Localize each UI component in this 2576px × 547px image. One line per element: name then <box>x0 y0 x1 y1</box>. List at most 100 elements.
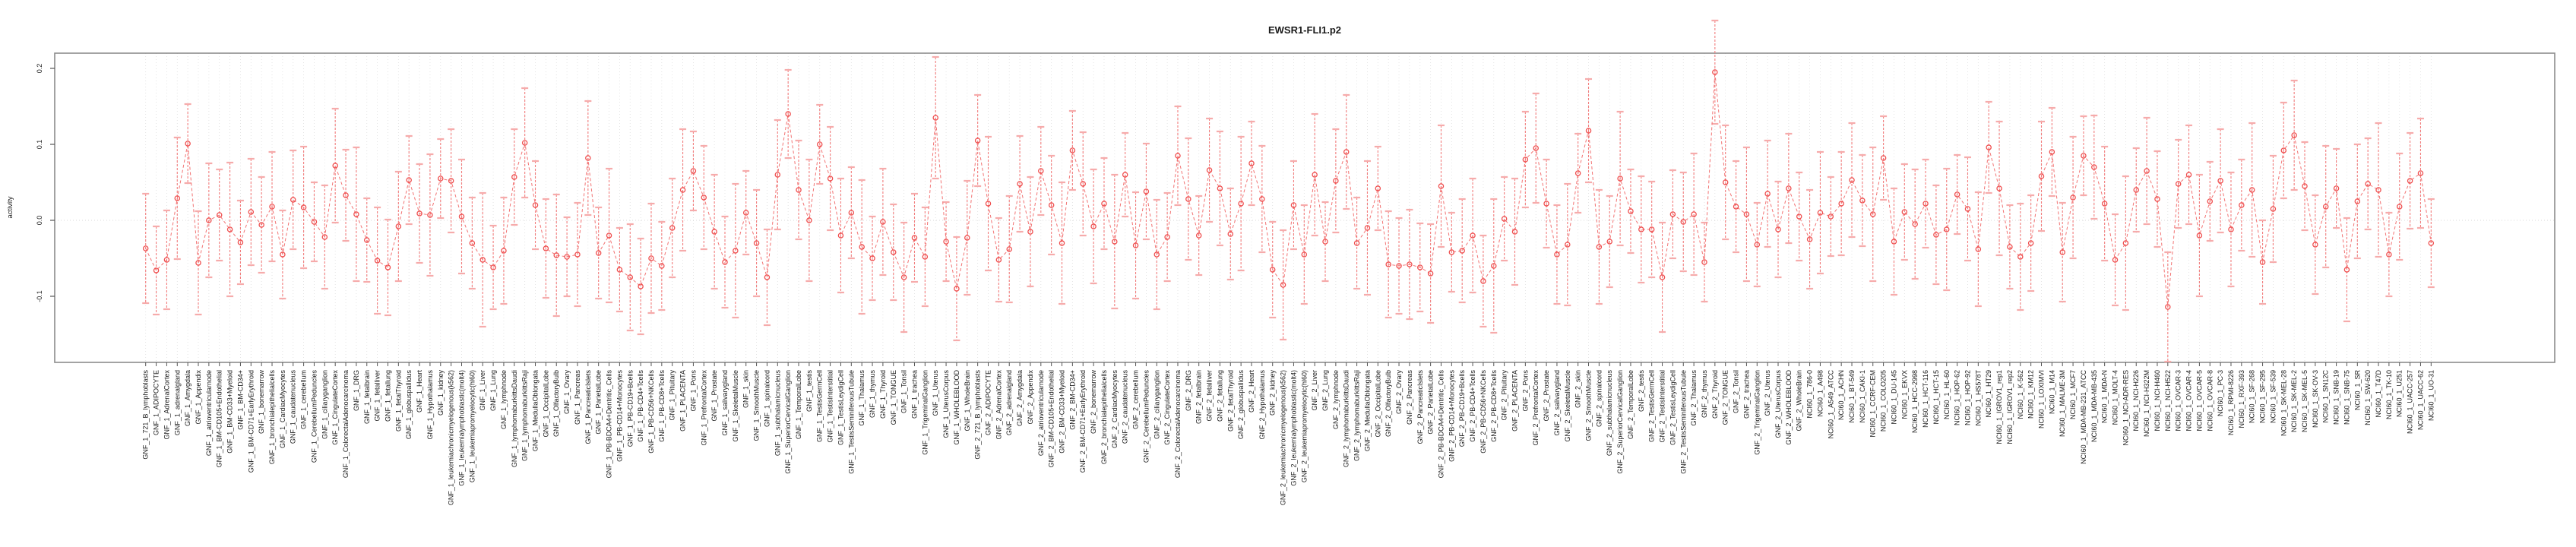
x-tick-label: GNF_2_adrenalgland <box>1005 370 1013 435</box>
data-point <box>922 254 929 260</box>
data-point <box>1122 172 1128 178</box>
x-tick-label: NCI60_1_SK-MEL-28 <box>2280 370 2287 436</box>
x-tick-label: NCI60_1_DU-145 <box>1890 370 1897 425</box>
data-point <box>701 194 707 201</box>
x-tick-label: GNF_1_OccipitalLobe <box>542 370 549 438</box>
x-tick-label: GNF_2_Heart <box>1248 370 1255 413</box>
x-tick-label: GNF_2_kidney <box>1269 370 1277 416</box>
data-point <box>1964 206 1971 212</box>
data-point <box>1585 128 1592 134</box>
x-tick-label: GNF_1_TemporalLobe <box>795 370 802 439</box>
data-point <box>1195 232 1202 239</box>
data-point <box>2417 170 2424 176</box>
x-tick-label: GNF_2_CingulateCortex <box>1163 370 1171 445</box>
data-point <box>248 209 255 215</box>
x-tick-label: GNF_2_fetalliver <box>1206 370 1214 422</box>
x-tick-label: NCI60_1_RPMI-8226 <box>2227 370 2235 435</box>
x-tick-label: GNF_2_DRG <box>1185 370 1192 411</box>
x-tick-label: NCI60_1_EKVX <box>1900 370 1908 419</box>
data-point <box>532 202 539 208</box>
data-point <box>2228 226 2234 232</box>
x-tick-label: NCI60_1_PC-3 <box>2217 370 2224 416</box>
x-tick-label: GNF_2_TestisSeminiferousTubule <box>1679 370 1687 474</box>
data-point <box>954 286 960 292</box>
data-point <box>153 267 160 274</box>
data-point <box>753 240 760 246</box>
data-point <box>733 248 739 254</box>
x-tick-label: NCI60_1_786-0 <box>1806 370 1814 419</box>
data-point <box>1417 264 1423 270</box>
data-point <box>1743 211 1750 217</box>
x-tick-label: GNF_2_Liver <box>1311 370 1318 411</box>
x-tick-label: GNF_2_PB-CD4+Tcells <box>1469 370 1476 442</box>
data-point <box>438 175 444 182</box>
data-point <box>2343 267 2350 273</box>
x-tick-label: GNF_2_leukemiachronicmyelogenous(k562) <box>1280 370 1287 505</box>
x-tick-label: GNF_2_Thalamus <box>1690 370 1698 426</box>
data-point <box>2185 172 2192 178</box>
data-point <box>1869 211 1876 217</box>
x-tick-label: GNF_1_Amygdala <box>184 370 191 426</box>
data-point <box>1206 167 1213 173</box>
x-tick-label: NCI60_1_COLO205 <box>1880 370 1888 432</box>
x-tick-label: GNF_1_Pons <box>689 370 697 412</box>
data-point <box>374 258 381 264</box>
x-tick-label: GNF_2_Pituitary <box>1501 370 1508 421</box>
plot-frame-border <box>54 52 2555 363</box>
x-tick-label: GNF_1_BM-CD105+Endothelial <box>216 370 223 467</box>
x-tick-label: NCI60_1_NCI-ADR-RES <box>2122 370 2129 446</box>
x-tick-label: GNF_2_bonemarrow <box>1090 370 1097 435</box>
x-tick-label: GNF_2_ParietalLobe <box>1427 370 1435 435</box>
axes: GNF_1_721_B_lymphoblasts GNF_1_ADIPOCYTE G… <box>36 64 2435 505</box>
x-tick-label: NCI60_1_SK-OV-3 <box>2312 370 2319 428</box>
data-point <box>574 251 581 258</box>
x-tick-label: GNF_1_PB-CD19+Bcells <box>626 370 634 447</box>
x-tick-label: GNF_2_cerebellum <box>1132 370 1140 429</box>
data-point <box>1533 145 1539 151</box>
data-point <box>174 195 181 201</box>
y-tick-label: -0.1 <box>36 290 43 302</box>
x-tick-label: GNF_1_Liver <box>479 370 486 411</box>
data-point <box>1301 251 1308 258</box>
x-tick-label: GNF_2_salivarygland <box>1553 370 1561 436</box>
data-point <box>406 177 412 183</box>
x-tick-label: NCI60_1_OVCAR-3 <box>2175 370 2182 432</box>
x-tick-label: NCI60_1_SF-295 <box>2259 370 2267 423</box>
x-tick-label: GNF_2_Pons <box>1521 370 1529 412</box>
data-point <box>364 237 370 243</box>
data-point <box>1628 208 1634 214</box>
data-point <box>1944 226 1950 232</box>
x-tick-label: GNF_1_Prostate <box>710 370 718 422</box>
x-tick-label: NCI60_1_NCI-H226 <box>2132 370 2140 432</box>
data-point <box>1722 179 1729 185</box>
x-tick-label: GNF_1_TestisGermCell <box>816 370 824 442</box>
x-tick-label: GNF_1_TrigeminalGanglion <box>921 370 929 455</box>
data-point <box>1701 259 1707 265</box>
data-point <box>1522 157 1529 163</box>
x-tick-label: NCI60_1_BT-549 <box>1848 370 1856 423</box>
data-point <box>1923 201 1929 207</box>
data-point <box>427 212 433 218</box>
data-point <box>711 229 717 235</box>
data-point <box>395 223 402 229</box>
x-tick-label: GNF_2_TONGUE <box>1722 370 1729 425</box>
x-tick-label: GNF_1_Ovary <box>563 370 571 415</box>
data-point <box>1838 201 1844 207</box>
x-tick-label: GNF_2_Pancreas <box>1406 370 1413 425</box>
x-tick-label: NCI60_1_SN12C <box>2322 370 2330 423</box>
x-tick-label: GNF_1_Lung <box>489 370 497 411</box>
x-tick-label: GNF_2_lymphomaburkittsDaudi <box>1343 370 1350 467</box>
data-point <box>1596 244 1603 250</box>
data-point <box>1796 213 1802 220</box>
data-point <box>195 260 201 266</box>
chart-title: EWSR1-FLI1.p2 <box>1268 24 1341 36</box>
x-tick-label: GNF_1_thymus <box>869 370 876 419</box>
x-tick-label: GNF_1_Thyroid <box>879 370 887 419</box>
x-tick-label: GNF_1_caudatenucleus <box>290 370 297 444</box>
x-tick-label: GNF_1_Tonsil <box>900 370 908 413</box>
data-point <box>1459 248 1465 254</box>
x-tick-label: GNF_2_leukemialymphoblastic(molt4) <box>1290 370 1297 486</box>
x-tick-label: GNF_2_AdrenalCortex <box>995 370 1002 440</box>
x-tick-label: GNF_1_TestisLeydigCell <box>837 370 844 445</box>
data-point <box>1491 263 1497 269</box>
